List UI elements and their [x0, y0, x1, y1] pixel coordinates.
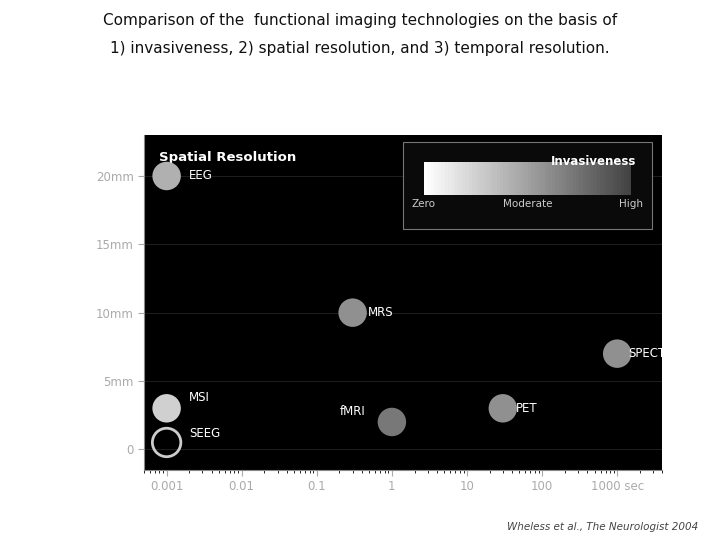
Bar [593, 162, 597, 195]
Bar [552, 162, 555, 195]
Bar [403, 141, 652, 229]
Text: Wheless et al., The Neurologist 2004: Wheless et al., The Neurologist 2004 [507, 522, 698, 532]
Point [386, 417, 397, 426]
Bar [607, 162, 611, 195]
Bar [583, 162, 586, 195]
Bar [549, 162, 552, 195]
Bar [597, 162, 600, 195]
Bar [431, 162, 434, 195]
Bar [448, 162, 451, 195]
Point [497, 404, 508, 413]
Bar [545, 162, 549, 195]
Bar [521, 162, 524, 195]
Point [611, 349, 623, 358]
Bar [490, 162, 493, 195]
Bar [586, 162, 590, 195]
Text: EEG: EEG [189, 170, 213, 183]
Bar [497, 162, 500, 195]
Bar [600, 162, 603, 195]
Bar [469, 162, 472, 195]
Bar [555, 162, 559, 195]
Text: MRS: MRS [368, 306, 394, 319]
Bar [445, 162, 448, 195]
Text: SEEG: SEEG [189, 427, 220, 440]
Text: Spatial Resolution: Spatial Resolution [159, 151, 297, 164]
Bar [517, 162, 521, 195]
Bar [476, 162, 480, 195]
Bar [438, 162, 441, 195]
Bar [534, 162, 538, 195]
Bar [424, 162, 428, 195]
Text: High: High [619, 199, 643, 208]
Bar [451, 162, 455, 195]
Bar [514, 162, 517, 195]
Bar [428, 162, 431, 195]
Bar [621, 162, 624, 195]
Bar [590, 162, 593, 195]
Bar [624, 162, 628, 195]
Bar [455, 162, 459, 195]
Bar [541, 162, 545, 195]
Text: Moderate: Moderate [503, 199, 552, 208]
Text: 1) invasiveness, 2) spatial resolution, and 3) temporal resolution.: 1) invasiveness, 2) spatial resolution, … [110, 40, 610, 56]
Bar [507, 162, 510, 195]
Bar [569, 162, 572, 195]
Text: Comparison of the  functional imaging technologies on the basis of: Comparison of the functional imaging tec… [103, 14, 617, 29]
Point [347, 308, 359, 317]
Bar [486, 162, 490, 195]
Point [161, 172, 172, 180]
Text: fMRI: fMRI [340, 405, 366, 418]
Bar [524, 162, 528, 195]
Bar [614, 162, 618, 195]
Bar [559, 162, 562, 195]
Bar [528, 162, 531, 195]
Point [161, 438, 172, 447]
Bar [510, 162, 514, 195]
X-axis label: Temporal Resolution (Logarithmic Scale): Temporal Resolution (Logarithmic Scale) [269, 500, 537, 513]
Bar [576, 162, 580, 195]
Bar [580, 162, 583, 195]
Text: Invasiveness: Invasiveness [551, 155, 636, 168]
Bar [465, 162, 469, 195]
Bar [441, 162, 445, 195]
Bar [562, 162, 566, 195]
Bar [603, 162, 607, 195]
Bar [500, 162, 503, 195]
Bar [618, 162, 621, 195]
Bar [538, 162, 541, 195]
Bar [566, 162, 569, 195]
Text: MSI: MSI [189, 391, 210, 404]
Bar [482, 162, 486, 195]
Bar [472, 162, 476, 195]
Bar [434, 162, 438, 195]
Bar [611, 162, 614, 195]
Bar [462, 162, 465, 195]
Bar [459, 162, 462, 195]
Text: SPECT: SPECT [628, 347, 665, 360]
Bar [531, 162, 534, 195]
Text: PET: PET [516, 402, 538, 415]
Bar [572, 162, 576, 195]
Text: Zero: Zero [412, 199, 436, 208]
Point [161, 404, 172, 413]
Bar [480, 162, 482, 195]
Bar [503, 162, 507, 195]
Bar [493, 162, 497, 195]
Bar [628, 162, 631, 195]
